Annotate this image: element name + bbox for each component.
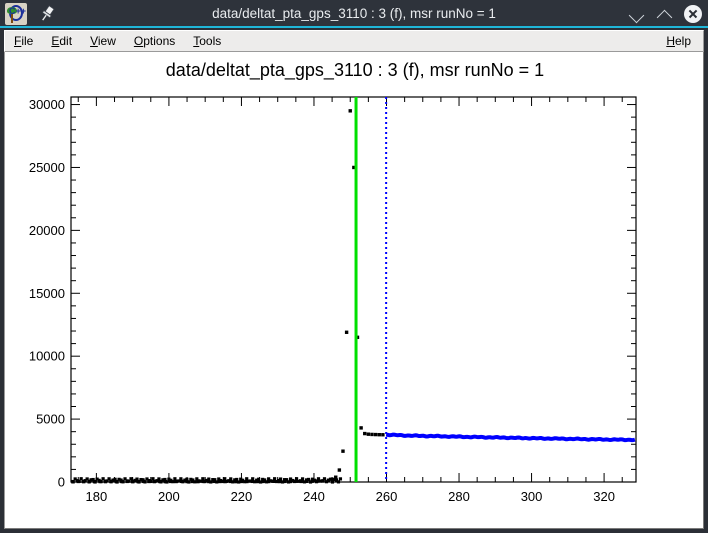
menu-help-rest: elp — [674, 34, 691, 48]
menu-tools-rest: ools — [199, 34, 222, 48]
menu-item-help[interactable]: Help — [657, 32, 703, 50]
maximize-button[interactable] — [656, 5, 674, 26]
menu-bar: File Edit View Options Tools Help — [4, 30, 704, 52]
svg-text:180: 180 — [86, 489, 108, 504]
svg-text:0: 0 — [58, 475, 65, 490]
svg-text:320: 320 — [593, 489, 615, 504]
svg-text:5000: 5000 — [36, 412, 65, 427]
menu-edit-mnemonic: E — [51, 34, 60, 48]
x-axis-labels: 180 200 220 240 260 280 300 320 — [86, 489, 615, 504]
plot-title: data/deltat_pta_gps_3110 : 3 (f), msr ru… — [165, 60, 545, 80]
svg-text:15000: 15000 — [29, 286, 65, 301]
menu-item-options[interactable]: Options — [125, 32, 184, 50]
y-axis-ticks — [71, 104, 636, 483]
svg-text:220: 220 — [231, 489, 253, 504]
plot-svg: 0 5000 10000 15000 20000 25000 30000 180 200 220… — [29, 96, 637, 504]
menu-view-rest: iew — [97, 34, 116, 48]
root-app-icon: C++ — [5, 3, 27, 25]
menu-file-mnemonic: F — [14, 34, 22, 48]
titlebar-accent-line — [0, 26, 708, 28]
close-button[interactable] — [684, 5, 702, 23]
menu-options-rest: ptions — [143, 34, 176, 48]
menu-tools-mnemonic: T — [193, 34, 200, 48]
svg-text:200: 200 — [158, 489, 180, 504]
root-canvas[interactable]: data/deltat_pta_gps_3110 : 3 (f), msr ru… — [4, 52, 704, 529]
svg-text:25000: 25000 — [29, 160, 65, 175]
window-title: data/deltat_pta_gps_3110 : 3 (f), msr ru… — [212, 6, 496, 21]
window-controls — [628, 0, 702, 28]
menu-item-tools[interactable]: Tools — [184, 32, 230, 50]
x-axis-ticks — [77, 97, 623, 482]
svg-text:20000: 20000 — [29, 223, 65, 238]
plot-frame — [70, 96, 637, 483]
title-bar: C++ data/deltat_pta_gps_3110 : 3 (f), ms… — [0, 0, 708, 28]
menu-item-view[interactable]: View — [81, 32, 125, 50]
pin-icon[interactable] — [37, 4, 57, 24]
vline-annotations — [354, 97, 388, 482]
menu-file-rest: ile — [21, 34, 34, 48]
chevron-up-icon — [656, 9, 673, 26]
menu-options-mnemonic: O — [133, 34, 144, 48]
menu-view-mnemonic: V — [90, 34, 98, 48]
menu-help-mnemonic: H — [666, 34, 675, 48]
minimize-button[interactable] — [628, 5, 646, 24]
svg-text:10000: 10000 — [29, 349, 65, 364]
svg-text:260: 260 — [376, 489, 398, 504]
svg-text:280: 280 — [448, 489, 470, 504]
menu-edit-rest: dit — [59, 34, 73, 48]
menu-item-edit[interactable]: Edit — [42, 32, 81, 50]
menu-item-file[interactable]: File — [5, 32, 42, 50]
fit-curve-series — [385, 432, 636, 443]
y-axis-labels: 0 5000 10000 15000 20000 25000 30000 — [29, 97, 65, 489]
close-icon — [684, 5, 702, 23]
svg-text:240: 240 — [303, 489, 325, 504]
chevron-down-icon — [628, 7, 645, 24]
app-icon-label: C++ — [8, 6, 26, 16]
data-histogram-series — [71, 109, 385, 484]
svg-text:30000: 30000 — [29, 97, 65, 112]
svg-text:300: 300 — [521, 489, 543, 504]
